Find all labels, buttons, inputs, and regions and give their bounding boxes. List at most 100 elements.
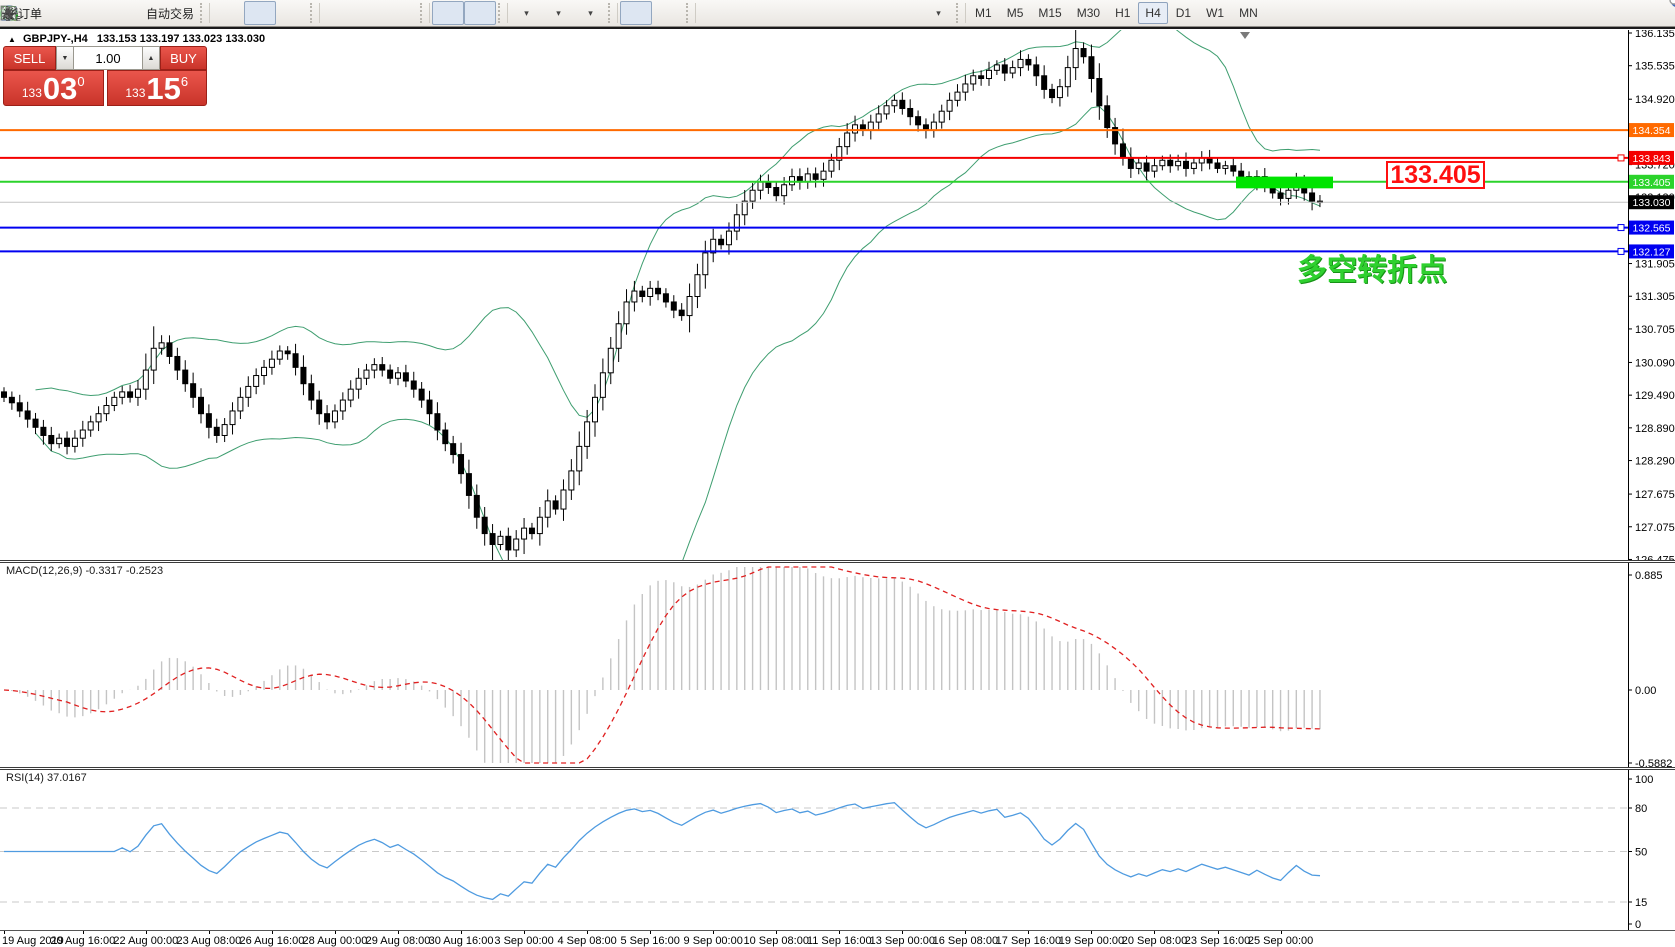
- bid-big-figure: 133: [21, 86, 42, 100]
- chat-icon[interactable]: [1669, 0, 1675, 11]
- svg-text:134.354: 134.354: [1633, 125, 1671, 137]
- time-axis[interactable]: 19 Aug 2019 20 Aug 16:00 22 Aug 00:00 23 Au…: [0, 930, 1675, 947]
- svg-text:15: 15: [1635, 897, 1647, 909]
- candles-layer: [1, 30, 1323, 560]
- text-tool-button[interactable]: A: [3, 1, 890, 25]
- time-tick: [208, 931, 210, 934]
- svg-text:80: 80: [1635, 803, 1647, 815]
- ask-pipette: 6: [180, 74, 189, 89]
- volume-up-button[interactable]: ▲: [142, 46, 160, 70]
- tf-button-H1[interactable]: H1: [1115, 6, 1131, 20]
- line-chart-button[interactable]: [1, 1, 308, 25]
- svg-text:127.075: 127.075: [1635, 522, 1675, 534]
- tile-windows-button[interactable]: [1, 1, 418, 25]
- auto-trading-label: 自动交易: [146, 6, 195, 21]
- time-tick: [587, 931, 589, 934]
- symbol-label: GBPJPY-,H4: [22, 33, 88, 45]
- toolbar-separator: [956, 3, 967, 23]
- time-label: 10 Sep 08:00: [743, 935, 809, 947]
- svg-text:E: E: [16, 16, 21, 22]
- time-tick: [1028, 931, 1030, 934]
- horizontal-line-tool-button[interactable]: [2, 1, 762, 25]
- svg-text:133.405: 133.405: [1633, 177, 1671, 189]
- collapse-triangle-icon[interactable]: ▲: [8, 35, 16, 44]
- zoom-out-button[interactable]: [2, 1, 386, 25]
- cursor-tool-button[interactable]: [6, 1, 653, 25]
- channel-tool-button[interactable]: E: [1, 1, 826, 25]
- bar-chart-button[interactable]: [2, 1, 244, 25]
- macd-pane[interactable]: 0.885 0.00 -0.5882: [0, 563, 1675, 767]
- time-tick: [902, 931, 904, 934]
- time-tick: [4, 931, 5, 934]
- time-label: 20 Sep 08:00: [1121, 935, 1188, 947]
- fibonacci-tool-button[interactable]: F: [2, 1, 858, 25]
- svg-text:134.920: 134.920: [1635, 94, 1675, 106]
- svg-text:130.705: 130.705: [1635, 324, 1675, 336]
- time-tick: [776, 931, 778, 934]
- turning-point-annotation[interactable]: 多空转折点: [1297, 254, 1447, 287]
- chart-shift-button[interactable]: [2, 1, 497, 25]
- timeframe-toolbar: M1 M5 M15 M30 H1 H4 D1 W1 MN: [968, 2, 1265, 24]
- auto-trading-button[interactable]: 自动交易: [1, 1, 198, 25]
- time-tick: [713, 931, 715, 934]
- time-tick: [1217, 931, 1219, 934]
- pane-separator[interactable]: [0, 767, 1675, 770]
- svg-text:0.00: 0.00: [1635, 685, 1656, 697]
- tf-button-W1[interactable]: W1: [1206, 6, 1225, 20]
- svg-text:A: A: [3, 6, 12, 21]
- trendline-tool-button[interactable]: [2, 1, 794, 25]
- time-label: 19 Sep 00:00: [1058, 935, 1125, 947]
- svg-text:100: 100: [1635, 774, 1653, 786]
- sell-button[interactable]: SELL: [3, 46, 56, 70]
- vertical-line-tool-button[interactable]: [6, 1, 730, 25]
- ohlc-values: 133.153 133.197 133.023 133.030: [96, 33, 266, 45]
- svg-text:50: 50: [1635, 847, 1647, 859]
- fibonacci-icon: F: [2, 7, 20, 22]
- time-tick: [1280, 931, 1282, 934]
- time-tick: [145, 931, 147, 934]
- time-tick: [965, 931, 967, 934]
- volume-down-button[interactable]: ▼: [56, 46, 74, 70]
- price-chart-pane[interactable]: 136.135135.535134.920133.720133.130131.9…: [0, 30, 1675, 560]
- indicators-button[interactable]: ▾: [1, 1, 542, 25]
- svg-text:T: T: [7, 8, 14, 20]
- candlestick-chart-button[interactable]: [2, 1, 277, 25]
- templates-button[interactable]: ▾: [1, 1, 606, 25]
- time-label: 5 Sep 16:00: [620, 935, 680, 947]
- auto-scroll-button[interactable]: [2, 1, 465, 25]
- crosshair-tool-button[interactable]: [2, 1, 684, 25]
- svg-text:131.305: 131.305: [1635, 291, 1675, 303]
- one-click-trading-panel: SELL ▼ ▲ BUY 133 03 0 133 15 6: [3, 46, 207, 106]
- arrows-tool-button[interactable]: ▾: [3, 1, 954, 25]
- pane-separator[interactable]: [0, 560, 1675, 563]
- trendline-icon: [2, 6, 18, 20]
- time-label: 11 Sep 16:00: [806, 935, 872, 947]
- terminal-button[interactable]: [1, 1, 110, 25]
- tf-button-H4[interactable]: H4: [1138, 2, 1168, 24]
- price-level-callout[interactable]: 133.405: [1386, 161, 1485, 189]
- svg-text:0: 0: [1635, 919, 1641, 930]
- tf-button-MN[interactable]: MN: [1239, 6, 1258, 20]
- chart-shift-marker-icon[interactable]: [1240, 32, 1250, 39]
- buy-button[interactable]: BUY: [160, 46, 207, 70]
- periods-button[interactable]: ▾: [1, 1, 574, 25]
- text-label-tool-button[interactable]: T: [1, 1, 922, 25]
- profiles-button[interactable]: [1, 1, 78, 25]
- tf-button-M1[interactable]: M1: [975, 6, 992, 20]
- ask-price[interactable]: 133 15 6: [106, 70, 207, 106]
- tf-button-M30[interactable]: M30: [1076, 6, 1101, 20]
- toolbar-separator: [498, 3, 509, 23]
- tf-button-M15[interactable]: M15: [1038, 6, 1062, 20]
- volume-input[interactable]: [74, 46, 142, 70]
- bid-price[interactable]: 133 03 0: [3, 70, 104, 106]
- tf-button-D1[interactable]: D1: [1175, 6, 1192, 20]
- rsi-pane[interactable]: 100 80 50 15 0: [0, 770, 1675, 930]
- dropdown-caret-icon: ▾: [524, 7, 529, 18]
- time-label: 23 Sep 16:00: [1184, 935, 1251, 947]
- svg-text:133.030: 133.030: [1633, 197, 1671, 209]
- zoom-in-button[interactable]: [2, 1, 354, 25]
- tf-button-M5[interactable]: M5: [1006, 6, 1024, 20]
- svg-text:127.675: 127.675: [1635, 489, 1675, 501]
- time-tick: [461, 931, 463, 934]
- signals-button[interactable]: [0, 1, 142, 25]
